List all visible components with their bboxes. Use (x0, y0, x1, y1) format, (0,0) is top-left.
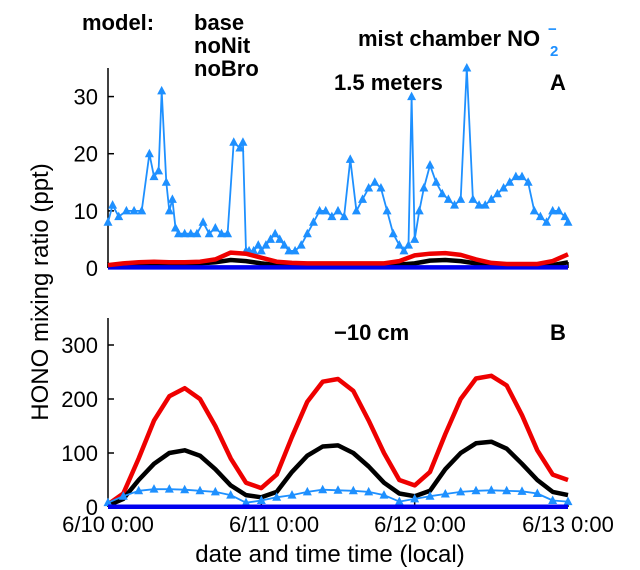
data-point (426, 160, 435, 169)
legend-obs-sup: − (548, 21, 557, 38)
y-axis-label: HONO mixing ratio (ppt) (27, 163, 54, 420)
data-point (358, 194, 367, 203)
legend-obs: mist chamber NO − 2 (358, 21, 558, 60)
data-point (352, 206, 361, 215)
data-point (114, 212, 123, 221)
y-tick-label: 10 (74, 199, 98, 224)
series-line-base (108, 442, 568, 506)
legend-nobro: noBro (194, 56, 259, 81)
x-tick-label: 6/10 0:00 (62, 512, 154, 537)
data-point (157, 86, 166, 95)
data-point (154, 166, 163, 175)
data-point (346, 154, 355, 163)
data-point (229, 137, 238, 146)
y-tick-label: 300 (61, 333, 98, 358)
data-point (410, 234, 419, 243)
data-point (271, 229, 280, 238)
legend-prefix: model: (82, 10, 154, 35)
legend-nonit: noNit (194, 33, 251, 58)
data-point (383, 206, 392, 215)
panel-letter: A (550, 70, 566, 95)
data-point (108, 200, 117, 209)
x-tick-label: 6/12 0:00 (374, 512, 466, 537)
data-point (334, 206, 343, 215)
data-point (395, 240, 404, 249)
data-point (468, 194, 477, 203)
data-point (456, 194, 465, 203)
data-point (297, 240, 306, 249)
legend-obs-sub: 2 (550, 43, 558, 60)
series-line-nobro (108, 376, 568, 505)
data-point (309, 217, 318, 226)
data-point (415, 206, 424, 215)
data-point (238, 137, 247, 146)
data-point (104, 217, 113, 226)
data-point (168, 194, 177, 203)
data-point (370, 177, 379, 186)
panel-letter: B (550, 320, 566, 345)
series-line-mist-chamber-no2- (108, 68, 568, 251)
series-line-nobro (108, 253, 568, 266)
data-point (303, 229, 312, 238)
data-point (211, 223, 220, 232)
data-point (389, 229, 398, 238)
x-tick-label: 6/11 0:00 (229, 512, 319, 537)
y-tick-label: 0 (86, 256, 98, 281)
x-tick-label: 6/13 0:00 (522, 512, 614, 537)
data-point (530, 206, 539, 215)
y-tick-label: 30 (74, 85, 98, 110)
data-point (145, 149, 154, 158)
panel-b: 0 100 200 300 −10 cm B (61, 318, 572, 520)
panel-title: −10 cm (334, 320, 409, 345)
data-point (162, 177, 171, 186)
panel-title: 1.5 meters (334, 70, 443, 95)
y-tick-label: 100 (61, 441, 98, 466)
x-axis-label: date and time time (local) (195, 541, 464, 568)
data-point (199, 217, 208, 226)
panel-a: 0 10 20 30 1.5 meters A (74, 63, 573, 281)
data-point (438, 189, 447, 198)
legend-base: base (194, 10, 244, 35)
data-point (419, 183, 428, 192)
data-point (462, 63, 471, 72)
y-tick-label: 200 (61, 387, 98, 412)
y-tick-label: 20 (74, 142, 98, 167)
data-point (432, 177, 441, 186)
legend-obs-label: mist chamber NO (358, 26, 540, 51)
